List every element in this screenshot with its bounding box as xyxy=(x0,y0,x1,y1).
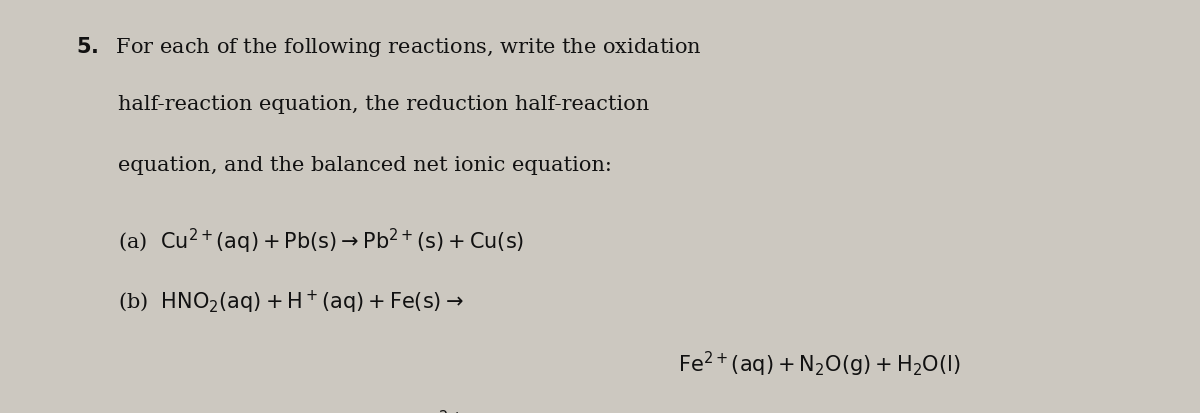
Text: $\mathbf{5.}$  For each of the following reactions, write the oxidation: $\mathbf{5.}$ For each of the following … xyxy=(76,35,701,59)
Text: (b)  $\mathrm{HNO_2(aq) + H^+(aq) + Fe(s) \rightarrow}$: (b) $\mathrm{HNO_2(aq) + H^+(aq) + Fe(s)… xyxy=(118,288,463,316)
Text: (c)  $\mathrm{O_2(g) + H_2O(l) + Co(s) \rightarrow Co^{2+}(aq) + OH^-(aq)}$: (c) $\mathrm{O_2(g) + H_2O(l) + Co(s) \r… xyxy=(118,408,628,413)
Text: equation, and the balanced net ionic equation:: equation, and the balanced net ionic equ… xyxy=(118,156,612,175)
Text: half-reaction equation, the reduction half-reaction: half-reaction equation, the reduction ha… xyxy=(118,95,649,114)
Text: (a)  $\mathrm{Cu^{2+}(aq) + Pb(s) \rightarrow Pb^{2+}(s) + Cu(s)}$: (a) $\mathrm{Cu^{2+}(aq) + Pb(s) \righta… xyxy=(118,226,524,256)
Text: $\mathrm{Fe^{2+}(aq) + N_2O(g) + H_2O(l)}$: $\mathrm{Fe^{2+}(aq) + N_2O(g) + H_2O(l)… xyxy=(678,349,961,378)
